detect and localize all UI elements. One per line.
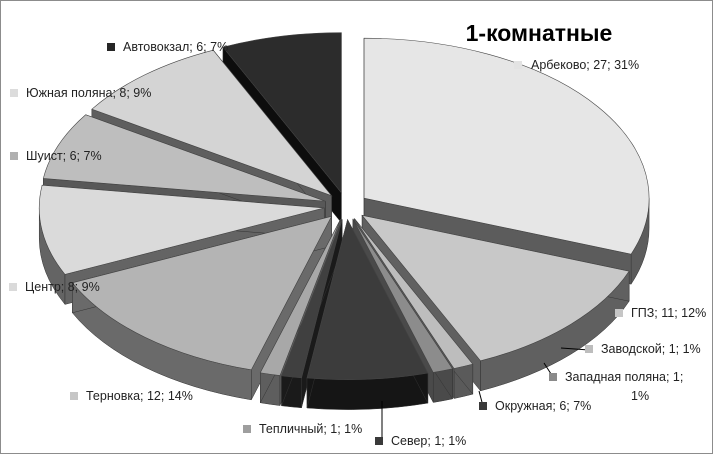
slice-заводской — [354, 218, 474, 369]
label-marker — [243, 425, 251, 433]
data-label-гпз: ГПЗ; 11; 12% — [615, 306, 706, 320]
chart-title: 1-комнатные — [466, 20, 613, 46]
slice-гпз — [361, 214, 630, 362]
label-marker — [9, 283, 17, 291]
data-label-text: Автовокзал; 6; 7% — [123, 40, 228, 54]
data-label-север: Север; 1; 1% — [375, 434, 466, 448]
data-label-text: Север; 1; 1% — [391, 434, 466, 448]
data-label-text: Шуист; 6; 7% — [26, 149, 102, 163]
data-label-заводской: Заводской; 1; 1% — [585, 342, 701, 356]
slice-южная-поляна — [91, 49, 333, 197]
label-marker — [10, 89, 18, 97]
slice-север — [281, 219, 343, 379]
data-label-шуист: Шуист; 6; 7% — [10, 149, 102, 163]
data-label-text: Центр; 8; 9% — [25, 280, 100, 294]
data-label-text: Западная поляна; 1; — [565, 370, 683, 384]
data-labels: Арбеково; 27; 31% ГПЗ; 11; 12% Заводской; … — [9, 40, 706, 448]
data-label-терновка: Терновка; 12; 14% — [70, 389, 193, 403]
slice-терновка — [71, 215, 333, 371]
slice-западная-поляна — [352, 218, 454, 373]
data-label-окружная: Окружная; 6; 7% — [479, 399, 591, 413]
label-marker — [107, 43, 115, 51]
data-label-центр: Центр; 8; 9% — [9, 280, 100, 294]
slice-центр — [38, 184, 325, 275]
data-label-text: Заводской; 1; 1% — [601, 342, 701, 356]
data-label-text: Арбеково; 27; 31% — [531, 58, 639, 72]
slice-автовокзал — [222, 32, 342, 194]
data-label-text: Окружная; 6; 7% — [495, 399, 591, 413]
label-marker — [10, 152, 18, 160]
label-marker — [479, 402, 487, 410]
leader-line-заводской — [560, 347, 590, 351]
label-marker — [514, 61, 522, 69]
label-marker — [615, 309, 623, 317]
data-label-text-line2: 1% — [631, 389, 649, 403]
label-marker — [70, 392, 78, 400]
data-label-text: Тепличный; 1; 1% — [259, 422, 362, 436]
slice-тепличный — [259, 219, 341, 376]
data-label-text: Терновка; 12; 14% — [86, 389, 193, 403]
data-label-text: ГПЗ; 11; 12% — [631, 306, 706, 320]
data-label-автовокзал: Автовокзал; 6; 7% — [107, 40, 228, 54]
data-label-тепличный: Тепличный; 1; 1% — [243, 422, 362, 436]
data-label-западная-поляна: Западная поляна; 1; 1% — [549, 370, 683, 403]
label-marker — [375, 437, 383, 445]
data-label-арбеково: Арбеково; 27; 31% — [514, 58, 639, 72]
slice-арбеково — [363, 37, 650, 255]
label-marker — [549, 373, 557, 381]
slice-окружная — [306, 218, 429, 380]
data-label-южная-поляна: Южная поляна; 8; 9% — [10, 86, 151, 100]
data-label-text: Южная поляна; 8; 9% — [26, 86, 151, 100]
pie-slice-tops — [38, 32, 650, 380]
slice-шуист — [42, 114, 326, 202]
label-marker — [585, 345, 593, 353]
